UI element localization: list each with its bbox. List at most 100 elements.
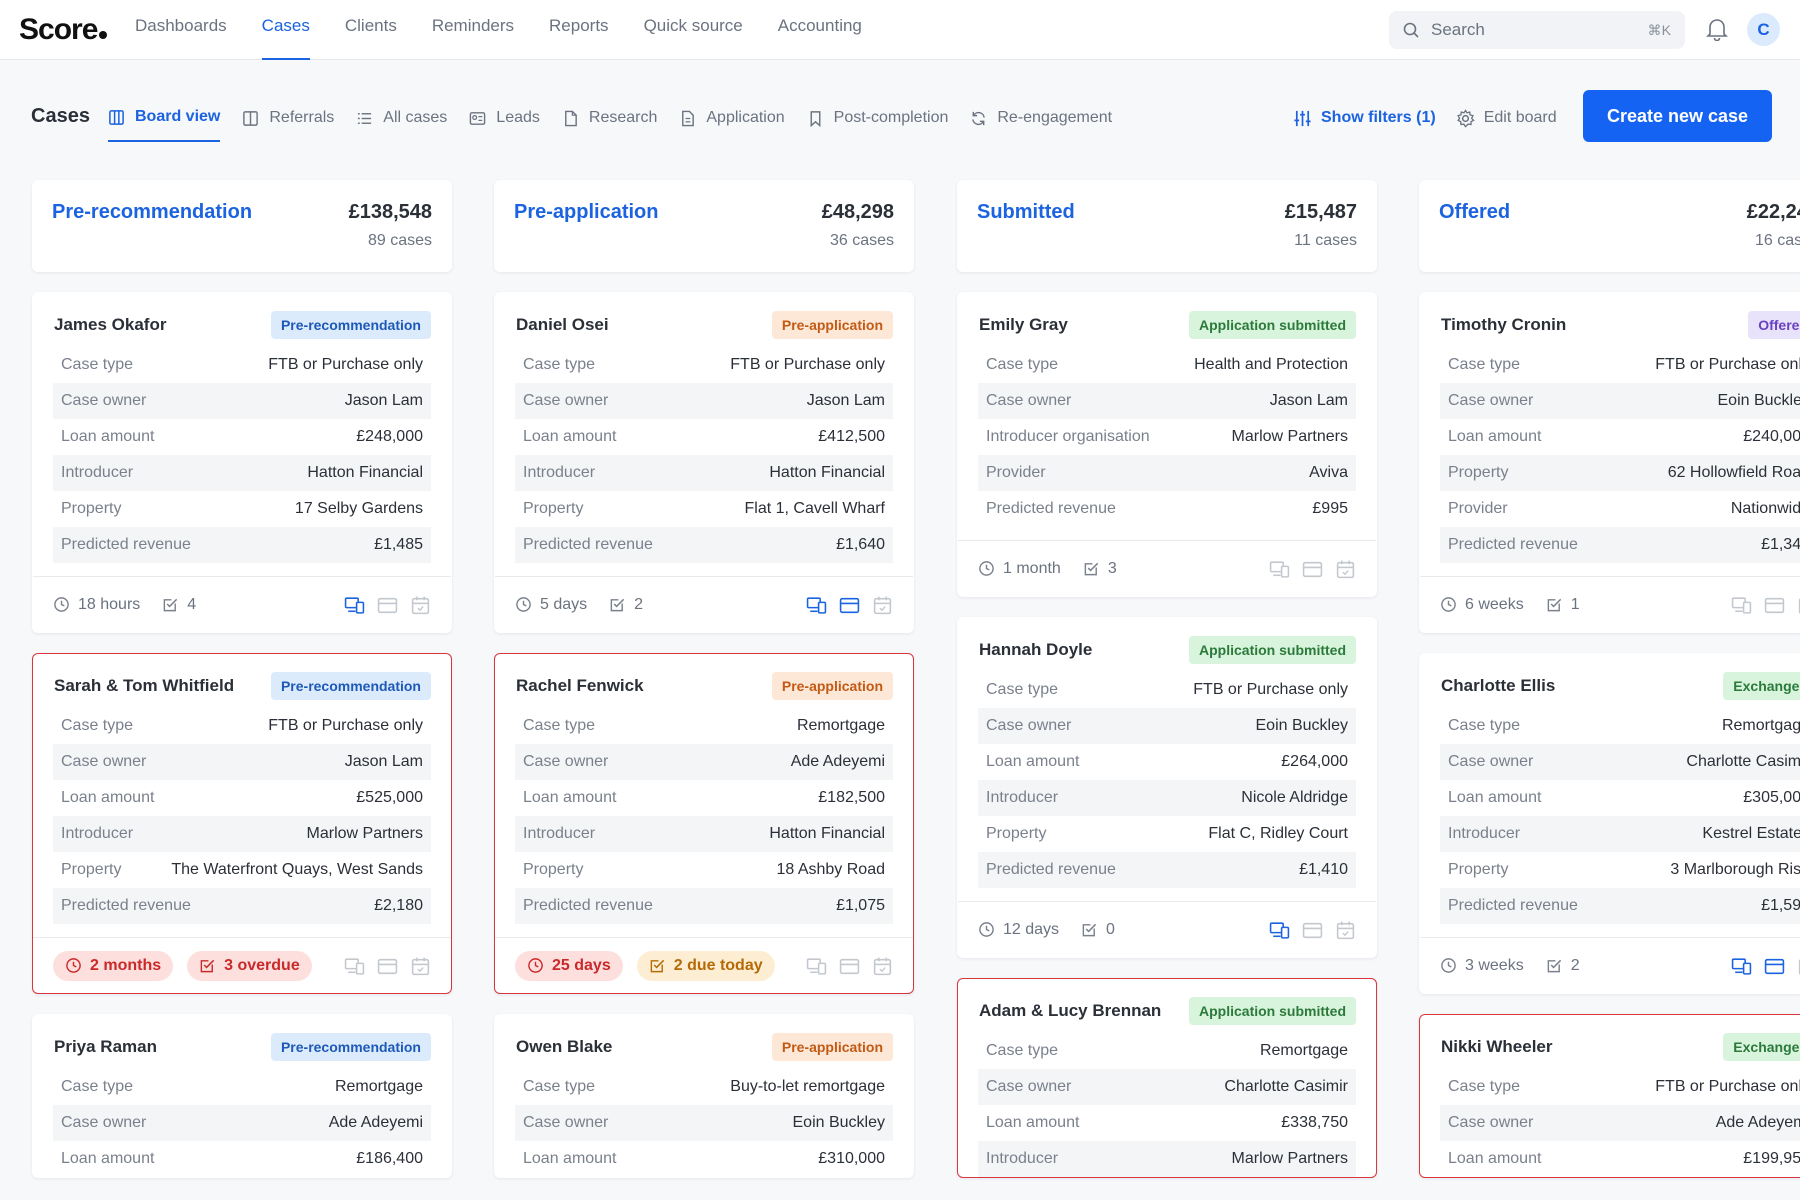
time-in-stage: 18 hours [53,596,140,614]
tab-label: Leads [496,109,540,126]
tab-leads[interactable]: Leads [469,104,540,142]
devices-icon[interactable] [806,595,827,616]
case-card[interactable]: James Okafor Pre-recommendation Case type F… [32,292,452,633]
nav-item-clients[interactable]: Clients [344,16,397,35]
detail-label: Introducer [523,464,596,481]
detail-row: Case owner Jason Lam [53,383,431,419]
task-count: 1 [1546,596,1580,614]
detail-label: Predicted revenue [523,536,653,553]
card-icon[interactable] [1764,595,1785,616]
case-card[interactable]: Hannah Doyle Application submitted Case ty… [957,617,1377,958]
user-avatar[interactable]: C [1747,13,1780,46]
detail-label: Case type [61,1078,134,1095]
refresh-icon [972,111,986,125]
case-card[interactable]: Rachel Fenwick Pre-application Case type Re… [494,653,914,994]
column-title[interactable]: Pre-application [514,201,659,223]
edit-board-button[interactable]: Edit board [1456,108,1557,128]
card-header: Rachel Fenwick Pre-application [495,654,913,708]
search-placeholder: Search [1431,20,1485,39]
client-name[interactable]: Hannah Doyle [979,640,1093,659]
tab-application[interactable]: Application [679,104,785,142]
detail-row: Predicted revenue £1,410 [978,852,1356,888]
calendar-icon[interactable] [410,595,431,616]
detail-label: Case owner [1448,392,1534,409]
case-card[interactable]: Nikki Wheeler Exchanged Case type FTB or Pu… [1419,1014,1800,1178]
card-footer: 1 month 3 [958,540,1376,596]
create-new-case-button[interactable]: Create new case [1583,90,1772,142]
tab-referrals[interactable]: Referrals [242,104,334,142]
client-name[interactable]: Rachel Fenwick [516,676,644,695]
tab-post-completion[interactable]: Post-completion [807,104,948,142]
nav-item-quick-source[interactable]: Quick source [643,16,743,35]
show-filters-button[interactable]: Show filters (1) [1293,109,1436,128]
calendar-icon[interactable] [872,595,893,616]
client-name[interactable]: Charlotte Ellis [1441,676,1556,695]
detail-value: £1,410 [1299,861,1348,878]
bell-icon[interactable] [1706,17,1728,41]
nav-item-cases[interactable]: Cases [261,0,310,60]
client-name[interactable]: James Okafor [54,315,167,334]
case-card[interactable]: Sarah & Tom Whitfield Pre-recommendation C… [32,653,452,994]
client-name[interactable]: Adam & Lucy Brennan [979,1001,1162,1020]
client-name[interactable]: Timothy Cronin [1441,315,1567,334]
detail-value: £1,595 [1761,897,1800,914]
card-actions [1257,559,1356,580]
calendar-icon[interactable] [1335,559,1356,580]
card-icon[interactable] [839,956,860,977]
tab-re-engagement[interactable]: Re-engagement [970,104,1112,142]
case-card[interactable]: Adam & Lucy Brennan Application submitted… [957,978,1377,1178]
case-card[interactable]: Timothy Cronin Offered Case type FTB or Pur… [1419,292,1800,633]
devices-icon[interactable] [1731,595,1752,616]
devices-icon[interactable] [1269,920,1290,941]
score-logo[interactable]: Score [19,13,108,47]
case-card[interactable]: Owen Blake Pre-application Case type Buy-to… [494,1014,914,1178]
calendar-icon[interactable] [1335,920,1356,941]
client-name[interactable]: Nikki Wheeler [1441,1037,1553,1056]
devices-icon[interactable] [806,956,827,977]
column-title[interactable]: Offered [1439,201,1511,223]
tab-label: Application [706,109,785,126]
card-icon[interactable] [1302,920,1323,941]
column-title[interactable]: Pre-recommendation [52,201,253,223]
client-name[interactable]: Emily Gray [979,315,1068,334]
detail-label: Loan amount [61,789,155,806]
page-title: Cases [31,105,90,127]
tab-all-cases[interactable]: All cases [356,104,447,142]
tab-research[interactable]: Research [562,104,657,142]
detail-row: Case owner Jason Lam [53,744,431,780]
calendar-icon[interactable] [410,956,431,977]
detail-label: Case type [1448,1078,1521,1095]
nav-item-dashboards[interactable]: Dashboards [135,16,227,35]
case-card[interactable]: Charlotte Ellis Exchanged Case type Remortg… [1419,653,1800,994]
client-name[interactable]: Priya Raman [54,1037,157,1056]
card-icon[interactable] [1764,956,1785,977]
case-card[interactable]: Emily Gray Application submitted Case type… [957,292,1377,597]
client-name[interactable]: Sarah & Tom Whitfield [54,676,235,695]
card-icon[interactable] [377,956,398,977]
task-count: 0 [1081,921,1115,939]
case-card[interactable]: Daniel Osei Pre-application Case type FTB o… [494,292,914,633]
column-title[interactable]: Submitted [977,201,1075,223]
detail-label: Case owner [986,392,1072,409]
calendar-icon[interactable] [872,956,893,977]
devices-icon[interactable] [1269,559,1290,580]
search-box[interactable]: Search ⌘K [1389,11,1685,49]
tab-board-view[interactable]: Board view [108,104,221,142]
client-name[interactable]: Daniel Osei [516,315,609,334]
devices-icon[interactable] [1731,956,1752,977]
card-icon[interactable] [377,595,398,616]
detail-value: Eoin Buckley [1717,392,1800,409]
card-icon[interactable] [839,595,860,616]
client-name[interactable]: Owen Blake [516,1037,613,1056]
case-card[interactable]: Priya Raman Pre-recommendation Case type Re… [32,1014,452,1178]
detail-label: Property [1448,861,1509,878]
status-badge: Exchanged [1723,672,1800,700]
nav-item-accounting[interactable]: Accounting [777,16,862,35]
devices-icon[interactable] [344,595,365,616]
nav-item-reminders[interactable]: Reminders [431,16,515,35]
devices-icon[interactable] [344,956,365,977]
detail-row: Case owner Eoin Buckley [1440,383,1800,419]
nav-item-reports[interactable]: Reports [549,16,609,35]
card-icon[interactable] [1302,559,1323,580]
detail-label: Case owner [523,1114,609,1131]
